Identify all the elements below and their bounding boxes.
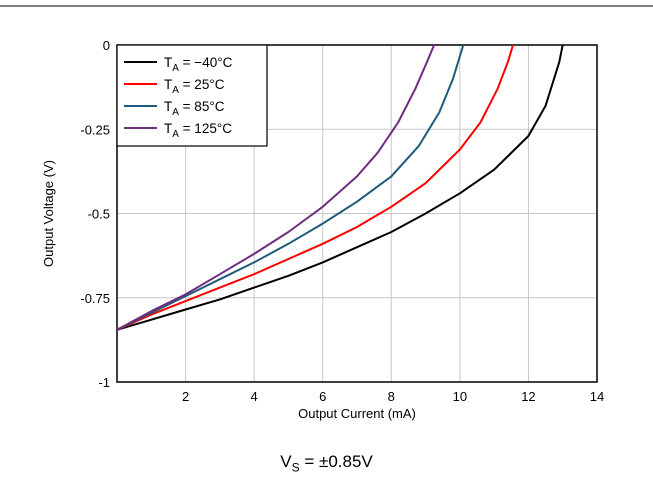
caption-subscript: S [291, 460, 300, 475]
x-tick-label: 8 [388, 389, 395, 404]
series-layer [116, 44, 564, 331]
x-tick-label: 6 [319, 389, 326, 404]
y-tick-label: -0.75 [80, 291, 110, 306]
legend: TA = −40°C TA = 25°C TA = 85°C TA = 125°C [116, 44, 268, 147]
series-line-3 [116, 44, 465, 331]
series-line-1 [116, 44, 564, 331]
x-axis-title: Output Current (mA) [298, 406, 416, 421]
top-divider [0, 5, 653, 7]
supply-voltage-caption: VS = ±0.85V [0, 452, 653, 474]
series-line-2 [116, 44, 514, 331]
plot-frame [116, 44, 598, 383]
series-line-4 [116, 44, 436, 331]
x-tick-label: 10 [453, 389, 467, 404]
caption-main: V [280, 452, 292, 471]
tick-labels: 2 4 6 8 10 12 14 0 -0.25 -0.5 -0.75 -1 [80, 38, 604, 404]
x-tick-label: 12 [521, 389, 535, 404]
caption-rest: = ±0.85V [299, 452, 373, 471]
legend-entry-label: TA = −40°C [164, 55, 233, 74]
x-tick-label: 4 [251, 389, 258, 404]
y-tick-label: -0.5 [88, 207, 110, 222]
y-axis-title: Output Voltage (V) [41, 160, 56, 267]
legend-entry-label: TA = 85°C [164, 99, 225, 118]
y-tick-label: -0.25 [80, 122, 110, 137]
x-tick-label: 2 [182, 389, 189, 404]
y-tick-label: -1 [98, 375, 110, 390]
legend-entry-label: TA = 25°C [164, 77, 225, 96]
legend-entry-label: TA = 125°C [164, 121, 232, 140]
x-tick-label: 14 [590, 389, 604, 404]
y-tick-label: 0 [103, 38, 110, 53]
